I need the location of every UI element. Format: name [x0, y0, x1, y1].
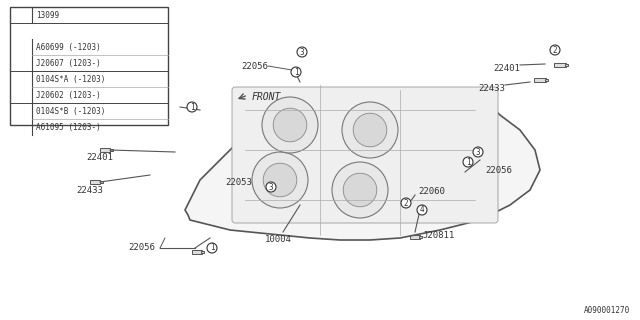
Text: 3: 3: [19, 76, 23, 82]
Text: 22060: 22060: [418, 188, 445, 196]
Text: 22056: 22056: [128, 244, 155, 252]
Text: 4: 4: [420, 205, 424, 214]
Circle shape: [473, 147, 483, 157]
Bar: [109, 149, 113, 151]
Text: 0104S*A (-1203): 0104S*A (-1203): [36, 75, 106, 84]
Circle shape: [263, 163, 297, 197]
Circle shape: [15, 42, 26, 52]
Text: 4: 4: [19, 108, 23, 114]
Text: 1: 1: [466, 157, 470, 166]
Text: 2: 2: [553, 45, 557, 54]
FancyBboxPatch shape: [232, 87, 498, 223]
Circle shape: [252, 152, 308, 208]
Text: A090001270: A090001270: [584, 306, 630, 315]
Bar: [410, 235, 420, 239]
Text: 1: 1: [210, 244, 214, 252]
Circle shape: [353, 113, 387, 147]
Circle shape: [262, 97, 318, 153]
Text: 13099: 13099: [36, 11, 59, 20]
Bar: [100, 148, 110, 152]
Bar: [565, 64, 568, 66]
Text: 1: 1: [294, 68, 298, 76]
Circle shape: [401, 198, 411, 208]
Circle shape: [15, 74, 26, 84]
Circle shape: [266, 182, 276, 192]
Circle shape: [342, 102, 398, 158]
Circle shape: [463, 157, 473, 167]
Circle shape: [15, 10, 26, 20]
Bar: [470, 175, 479, 179]
Bar: [534, 78, 545, 82]
Text: 22433: 22433: [478, 84, 505, 92]
Text: 22433: 22433: [77, 186, 104, 195]
Circle shape: [273, 108, 307, 142]
Circle shape: [332, 162, 388, 218]
Text: 1: 1: [19, 12, 23, 18]
Bar: [10, 7, 168, 125]
Text: J20602 (1203-): J20602 (1203-): [36, 91, 100, 100]
Text: J20607 (1203-): J20607 (1203-): [36, 59, 100, 68]
Bar: [419, 236, 422, 238]
Bar: [545, 79, 548, 81]
Circle shape: [550, 45, 560, 55]
Text: 3: 3: [300, 47, 304, 57]
Text: 3: 3: [476, 148, 480, 156]
Text: 2: 2: [404, 198, 408, 207]
Text: A61095 (1203-): A61095 (1203-): [36, 123, 100, 132]
Text: J20811: J20811: [422, 230, 454, 239]
Text: 22401: 22401: [86, 153, 113, 162]
Text: 22401: 22401: [493, 63, 520, 73]
Text: FRONT: FRONT: [252, 92, 282, 102]
Bar: [479, 176, 482, 178]
Circle shape: [343, 173, 377, 207]
Bar: [100, 181, 103, 183]
Bar: [554, 63, 566, 67]
Text: 22056: 22056: [241, 61, 268, 70]
Circle shape: [417, 205, 427, 215]
Circle shape: [207, 243, 217, 253]
Text: 1: 1: [189, 102, 195, 111]
Circle shape: [291, 67, 301, 77]
Bar: [201, 251, 204, 253]
Text: 22053: 22053: [225, 178, 252, 187]
Polygon shape: [185, 88, 540, 240]
Text: 10004: 10004: [264, 235, 291, 244]
Circle shape: [15, 106, 26, 116]
Text: 22056: 22056: [485, 165, 512, 174]
Bar: [90, 180, 100, 184]
Text: A60699 (-1203): A60699 (-1203): [36, 43, 100, 52]
Text: 3: 3: [269, 182, 273, 191]
Text: 2: 2: [19, 44, 23, 50]
Text: 0104S*B (-1203): 0104S*B (-1203): [36, 107, 106, 116]
Text: 22056: 22056: [141, 98, 168, 107]
Circle shape: [297, 47, 307, 57]
Circle shape: [187, 102, 197, 112]
Bar: [192, 250, 202, 254]
